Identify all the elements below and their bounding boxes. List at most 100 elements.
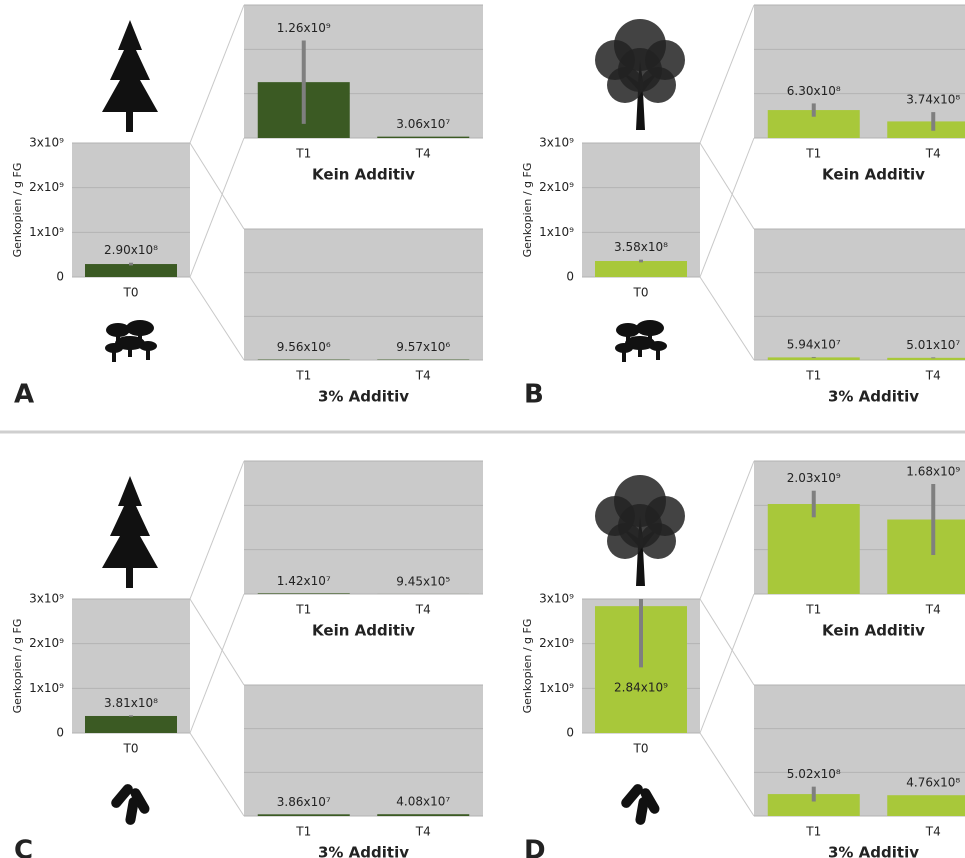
x-tick-label: T1 <box>805 825 821 839</box>
mushroom-cap <box>649 341 667 351</box>
mushroom-cap <box>616 323 640 337</box>
value-label: 3.81x10⁸ <box>104 696 158 710</box>
x-tick-label: T4 <box>415 147 431 161</box>
zoom-line <box>189 142 245 230</box>
panel: 0 1x10⁹ 2x10⁹ 3x10⁹ Genkopien / g FG D 2.84x10… <box>521 460 965 858</box>
panel-label: A <box>14 380 34 410</box>
chart-title: Kein Additiv <box>822 166 925 184</box>
y-tick-label: 3x10⁹ <box>539 136 574 150</box>
zoom-line <box>189 4 245 144</box>
x-tick-label: T0 <box>633 742 649 756</box>
mushroom-cap <box>126 320 154 336</box>
zoom-line <box>699 4 755 144</box>
zoom-line <box>189 137 245 278</box>
value-label: 4.08x10⁷ <box>396 795 450 809</box>
y-axis-label: Genkopien / g FG <box>11 163 24 258</box>
plot-area <box>582 143 700 277</box>
y-tick-label: 2x10⁹ <box>539 180 574 194</box>
mushroom-stem <box>146 346 150 360</box>
y-tick-label: 3x10⁹ <box>539 592 574 606</box>
plot-area <box>244 229 483 360</box>
x-tick-label: T1 <box>295 603 311 617</box>
y-tick-label: 0 <box>56 270 64 284</box>
y-tick-label: 3x10⁹ <box>29 592 64 606</box>
x-tick-label: T1 <box>805 603 821 617</box>
mushroom-stem <box>112 348 116 362</box>
bacterium <box>111 784 133 808</box>
chart-title: Kein Additiv <box>312 166 415 184</box>
mushroom-stem <box>656 346 660 360</box>
zoom-line <box>699 137 755 278</box>
icon <box>102 476 158 825</box>
x-tick-label: T0 <box>123 742 139 756</box>
bar <box>887 357 965 360</box>
bar <box>257 814 350 816</box>
bar <box>377 136 470 138</box>
bar <box>767 794 860 816</box>
bar <box>887 121 965 138</box>
icon <box>102 20 158 362</box>
bar <box>377 814 470 816</box>
y-axis-label: Genkopien / g FG <box>521 619 534 714</box>
icon <box>595 475 685 825</box>
zoom-line <box>699 598 755 686</box>
zoom-line <box>189 593 245 734</box>
value-label: 3.74x10⁸ <box>906 93 960 107</box>
plot-area <box>244 461 483 594</box>
bacterium <box>125 797 139 825</box>
value-label: 3.86x10⁷ <box>277 795 331 809</box>
plot-area <box>754 229 965 360</box>
x-tick-label: T1 <box>295 147 311 161</box>
value-label: 9.45x10⁵ <box>396 574 450 588</box>
chart-title: 3% Additiv <box>828 844 919 858</box>
mushroom-cap <box>139 341 157 351</box>
panel-label: D <box>524 836 546 858</box>
value-label: 6.30x10⁸ <box>787 84 841 98</box>
bacterium <box>635 797 649 825</box>
mushroom-cap <box>615 343 633 353</box>
chart-title: Kein Additiv <box>822 622 925 640</box>
x-tick-label: T0 <box>633 286 649 300</box>
chart-title: 3% Additiv <box>828 388 919 406</box>
bar <box>85 264 177 277</box>
plot-area <box>72 143 190 277</box>
value-label: 5.01x10⁷ <box>906 338 960 352</box>
zoom-line <box>189 460 245 600</box>
zoom-line <box>699 732 755 817</box>
zoom-line <box>189 276 245 361</box>
bacterium <box>640 788 660 814</box>
x-tick-label: T4 <box>925 603 941 617</box>
plot-area <box>244 685 483 816</box>
mushroom-stem <box>622 348 626 362</box>
y-axis-label: Genkopien / g FG <box>11 619 24 714</box>
value-label: 5.94x10⁷ <box>787 337 841 351</box>
value-label: 5.02x10⁸ <box>787 767 841 781</box>
zoom-line <box>699 460 755 600</box>
panel: 0 1x10⁹ 2x10⁹ 3x10⁹ Genkopien / g FG A 2.90x10… <box>11 4 483 410</box>
x-tick-label: T1 <box>295 369 311 383</box>
panel: 0 1x10⁹ 2x10⁹ 3x10⁹ Genkopien / g FG B 3.58x10… <box>521 4 965 410</box>
zoom-line <box>189 732 245 817</box>
y-tick-label: 2x10⁹ <box>29 636 64 650</box>
zoom-line <box>699 142 755 230</box>
x-tick-label: T4 <box>925 147 941 161</box>
bar <box>85 715 177 733</box>
panel: 0 1x10⁹ 2x10⁹ 3x10⁹ Genkopien / g FG C 3.81x10… <box>11 460 483 858</box>
zoom-line <box>189 598 245 686</box>
zoom-line <box>699 593 755 734</box>
value-label: 3.58x10⁸ <box>614 240 668 254</box>
icon <box>595 19 685 362</box>
bacterium <box>130 788 150 814</box>
value-label: 2.84x10⁹ <box>614 681 668 695</box>
y-tick-label: 2x10⁹ <box>29 180 64 194</box>
x-tick-label: T1 <box>805 147 821 161</box>
bar <box>767 357 860 360</box>
mushroom-cap <box>106 323 130 337</box>
x-tick-label: T1 <box>295 825 311 839</box>
bacterium <box>621 784 643 808</box>
x-tick-label: T4 <box>415 603 431 617</box>
panel-label: B <box>524 380 544 410</box>
value-label: 4.76x10⁸ <box>906 776 960 790</box>
panel-label: C <box>14 836 33 858</box>
